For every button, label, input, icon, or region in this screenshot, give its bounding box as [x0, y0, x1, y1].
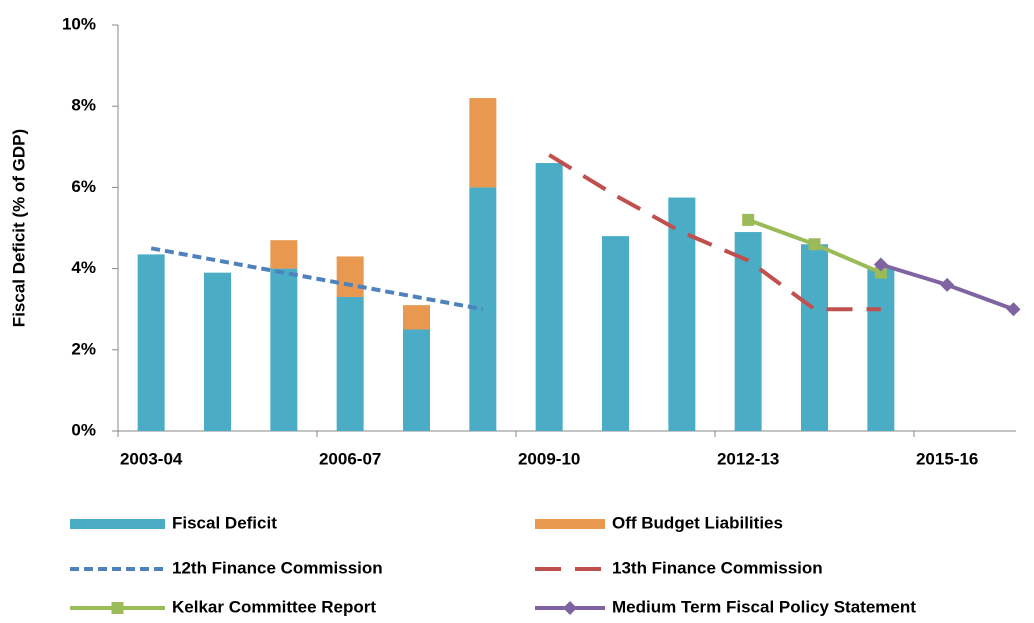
marker — [874, 266, 887, 279]
legend-label: 12th Finance Commission — [172, 558, 383, 577]
line — [548, 153, 881, 312]
legend-label: Fiscal Deficit — [172, 513, 277, 532]
x-tick-label: 2006-07 — [319, 449, 381, 468]
x-tick-label: 2009-10 — [518, 449, 580, 468]
bar — [137, 254, 165, 431]
marker — [1006, 302, 1021, 317]
line — [150, 246, 484, 312]
legend-label: 13th Finance Commission — [612, 558, 823, 577]
y-axis-label: Fiscal Deficit (% of GDP) — [9, 129, 28, 327]
bar — [403, 329, 430, 431]
legend-marker — [111, 602, 124, 614]
legend-swatch — [70, 519, 165, 529]
x-tick-label: 2015-16 — [916, 449, 978, 468]
legend-label: Kelkar Committee Report — [172, 597, 376, 616]
bar — [204, 272, 231, 431]
bar — [602, 236, 629, 431]
legend-label: Off Budget Liabilities — [612, 513, 783, 532]
y-tick-label: 0% — [71, 420, 96, 439]
marker — [808, 238, 821, 251]
y-tick-label: 10% — [62, 14, 96, 33]
legend-marker — [563, 601, 577, 615]
legend-label: Medium Term Fiscal Policy Statement — [612, 597, 916, 616]
bar — [270, 268, 298, 431]
y-tick-label: 8% — [71, 96, 96, 115]
y-tick-label: 2% — [71, 339, 96, 358]
y-tick-label: 4% — [71, 258, 96, 277]
bar — [270, 240, 298, 269]
x-tick-label: 2003-04 — [120, 449, 183, 468]
x-tick-label: 2012-13 — [717, 449, 779, 468]
legend-swatch — [535, 519, 605, 529]
bar — [403, 305, 430, 330]
marker — [873, 257, 888, 272]
bar — [867, 268, 895, 431]
y-tick-label: 6% — [71, 177, 96, 196]
bar — [469, 98, 497, 188]
bar — [336, 256, 364, 298]
marker — [940, 277, 955, 292]
bar — [336, 297, 364, 431]
bar — [801, 244, 828, 431]
marker — [742, 213, 755, 226]
bar — [535, 163, 563, 432]
bar — [734, 232, 762, 431]
bar — [668, 197, 696, 431]
